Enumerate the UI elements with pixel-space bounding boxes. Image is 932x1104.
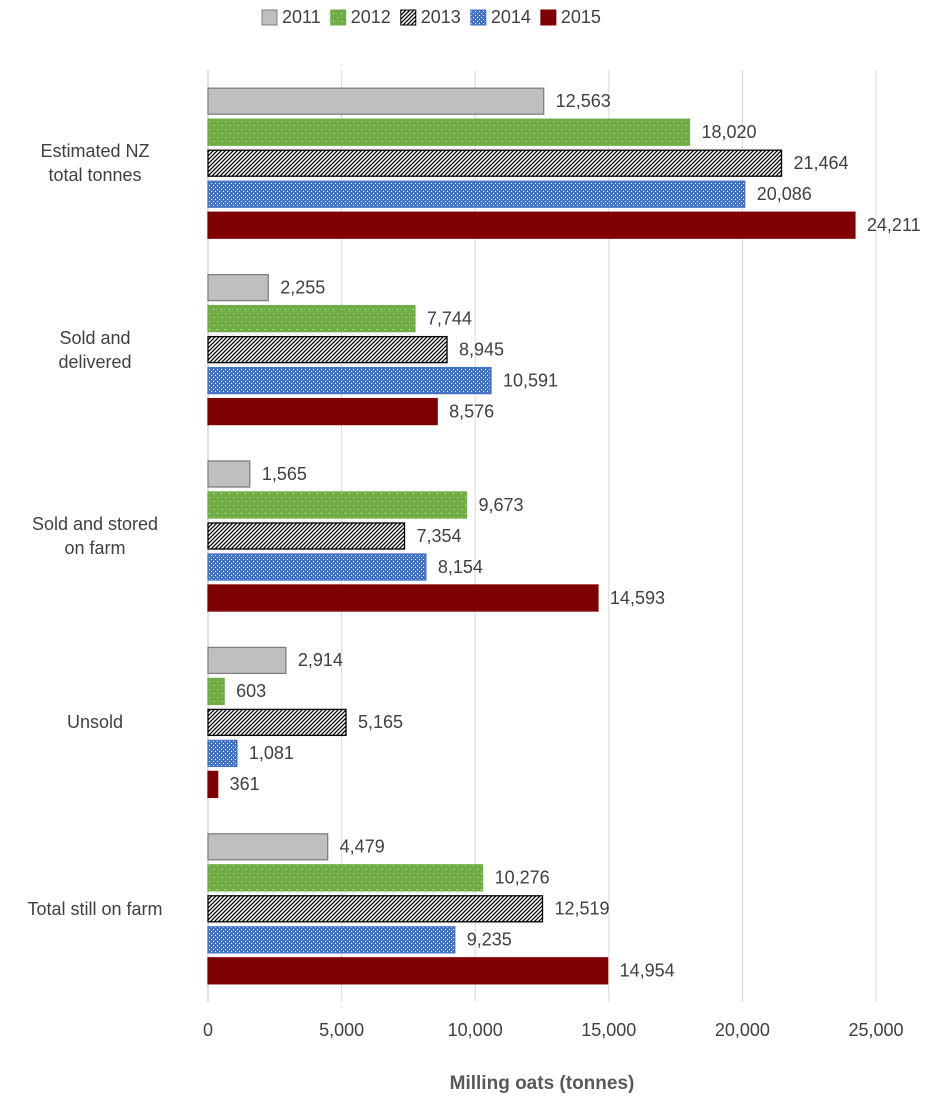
data-label: 361 (230, 774, 260, 794)
data-label: 8,945 (459, 339, 504, 359)
legend-label: 2012 (351, 7, 391, 27)
data-label: 7,744 (427, 308, 472, 328)
data-label: 8,576 (449, 401, 494, 421)
x-tick-label: 25,000 (848, 1020, 903, 1040)
data-label: 14,954 (620, 961, 675, 981)
bar (207, 118, 691, 146)
data-label: 2,914 (298, 650, 343, 670)
bar (207, 149, 783, 177)
data-label: 2,255 (280, 277, 325, 297)
bar (207, 397, 438, 426)
bar (207, 770, 219, 799)
bar (207, 708, 347, 737)
bar (207, 584, 599, 612)
data-label: 1,565 (262, 464, 307, 484)
legend-label: 2015 (561, 7, 601, 27)
bar (207, 677, 225, 706)
bar (207, 522, 406, 550)
legend-swatch (261, 9, 278, 26)
data-label: 10,591 (503, 370, 558, 390)
data-label: 21,464 (794, 153, 849, 173)
data-label: 1,081 (249, 743, 294, 763)
data-label: 12,563 (556, 91, 611, 111)
data-label: 24,211 (867, 215, 921, 235)
data-label: 12,519 (555, 899, 610, 919)
x-tick-label: 15,000 (581, 1020, 636, 1040)
legend-swatch (540, 9, 557, 26)
bar (207, 335, 448, 364)
bar (207, 211, 856, 239)
data-label: 18,020 (701, 122, 756, 142)
x-tick-label: 10,000 (448, 1020, 503, 1040)
legend-swatch (470, 9, 487, 26)
legend-label: 2014 (491, 7, 531, 27)
data-label: 603 (236, 681, 266, 701)
legend-swatch (400, 9, 417, 26)
bar (207, 273, 269, 302)
data-label: 4,479 (340, 837, 385, 857)
data-label: 9,673 (478, 495, 523, 515)
bar (207, 553, 427, 581)
bar (207, 895, 544, 923)
data-label: 14,593 (610, 588, 665, 608)
bar (207, 957, 609, 985)
legend-label: 2013 (421, 7, 461, 27)
legend-swatch (330, 9, 347, 26)
category-label: Unsold (66, 712, 124, 733)
bar (207, 304, 416, 333)
data-label: 10,276 (495, 868, 550, 888)
x-tick-label: 0 (203, 1020, 213, 1040)
bar (207, 926, 456, 954)
category-label: Sold and stored on farm (31, 514, 159, 558)
data-label: 9,235 (467, 930, 512, 950)
legend-label: 2011 (282, 7, 321, 27)
category-label: Estimated NZ total tonnes (40, 141, 150, 186)
category-label: Sold and delivered (58, 327, 132, 372)
category-label: Total still on farm (27, 898, 163, 919)
bar (207, 864, 484, 892)
bar (207, 460, 251, 488)
data-label: 8,154 (438, 557, 483, 577)
bar (207, 366, 492, 395)
x-tick-label: 20,000 (715, 1020, 770, 1040)
bar (207, 180, 746, 208)
x-axis-title: Milling oats (tonnes) (450, 1073, 635, 1094)
x-tick-label: 5,000 (319, 1020, 364, 1040)
bar (207, 833, 329, 861)
data-label: 5,165 (358, 712, 403, 732)
bar (207, 646, 287, 675)
bar (207, 491, 468, 519)
data-label: 7,354 (416, 526, 461, 546)
bar (207, 739, 238, 768)
data-label: 20,086 (757, 184, 812, 204)
bar (207, 87, 545, 115)
